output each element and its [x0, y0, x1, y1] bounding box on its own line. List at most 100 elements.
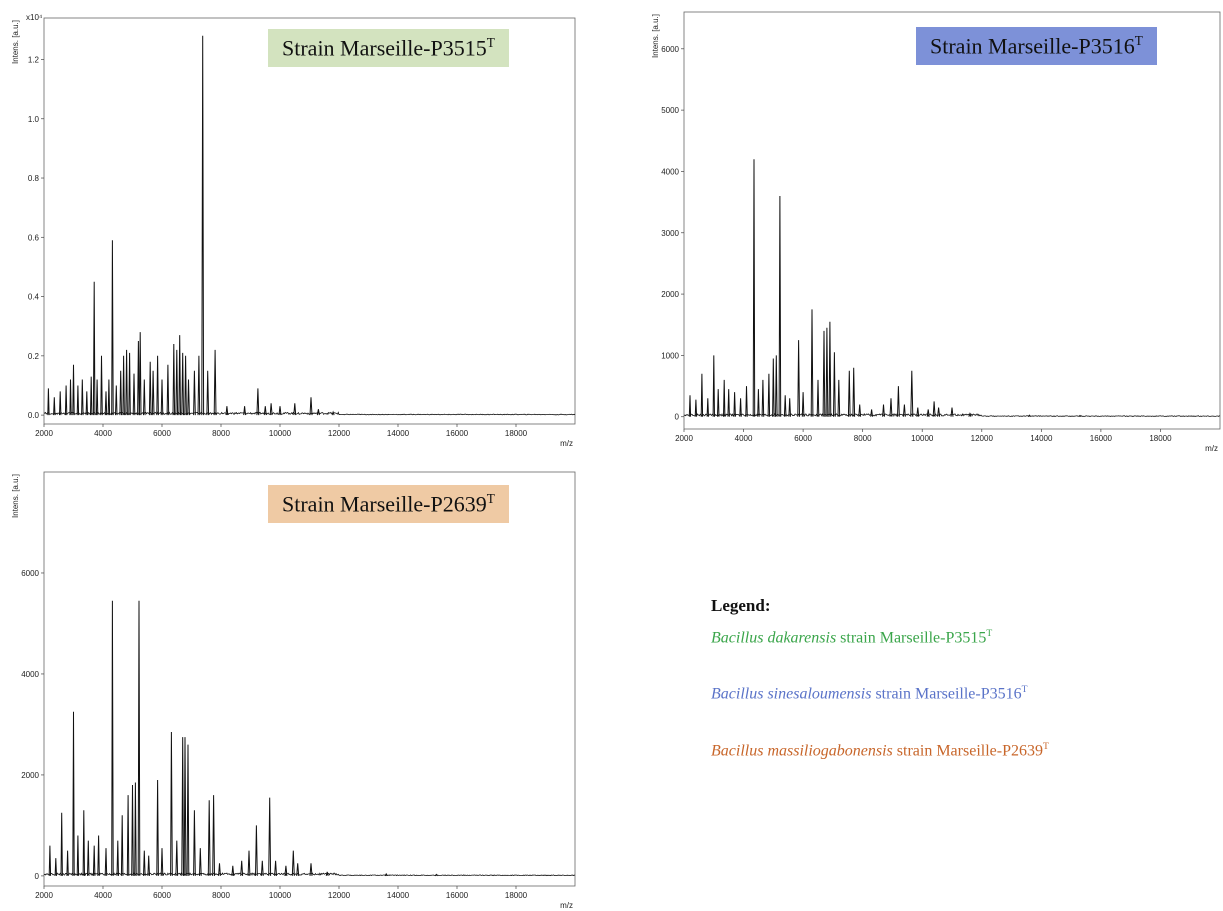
spectrum-peak: [160, 379, 164, 416]
spectrum-peak: [240, 860, 244, 876]
x-tick-label: 14000: [387, 429, 410, 438]
spectrum-peak: [291, 850, 295, 876]
y-axis-label: Intens. [a.u.]: [11, 474, 20, 518]
spectrum-peak: [723, 379, 726, 417]
y-tick-label: 1.0: [28, 115, 40, 124]
strain-label-text: Strain Marseille-P3515: [282, 35, 487, 61]
x-tick-label: 12000: [971, 434, 994, 443]
y-tick-label: 0.8: [28, 174, 40, 183]
spectrum-peak: [825, 327, 829, 417]
spectrum-peak: [910, 370, 914, 417]
spectrum-peak: [107, 379, 111, 416]
x-axis-label: m/z: [560, 439, 573, 448]
spectrum-peak: [90, 376, 93, 416]
y-tick-label: 0: [675, 413, 680, 422]
y-tick-label: 1.2: [28, 55, 40, 64]
spectrum-chart-p3515: 2000 4000 6000 8000 10000 12000 14000 16000 1800…: [11, 13, 576, 448]
spectrum-peak: [331, 410, 335, 416]
spectrum-peak: [53, 397, 56, 416]
spectrum-peak: [783, 395, 787, 417]
strain-label-box-p3515: Strain Marseille-P3515T: [268, 29, 509, 68]
spectrum-peak: [434, 873, 438, 877]
spectrum-baseline: [43, 872, 575, 877]
spectrum-peak: [119, 370, 122, 416]
x-tick-label: 12000: [328, 429, 351, 438]
spectrum-peak: [816, 379, 820, 417]
spectrum-peak: [59, 391, 62, 416]
x-tick-label: 4000: [94, 891, 112, 900]
spectrum-peak: [778, 195, 782, 417]
spectrum-peak: [64, 385, 68, 416]
spectrum-peak: [752, 159, 756, 417]
spectrum-peak: [916, 407, 920, 417]
spectrum-panel-p3515: 2000 4000 6000 8000 10000 12000 14000 16000 1800…: [0, 0, 600, 448]
spectrum-peak: [775, 355, 778, 417]
y-tick-label: 0.4: [28, 293, 40, 302]
spectrum-peak: [193, 810, 196, 876]
spectrum-peak: [160, 848, 164, 876]
spectrum-peak: [183, 737, 187, 876]
spectrum-peak: [104, 848, 108, 876]
spectrum-peak: [95, 379, 99, 416]
y-tick-label: 5000: [661, 106, 679, 115]
spectrum-peak: [156, 355, 159, 416]
spectrum-peak: [60, 812, 63, 876]
spectrum-peak: [72, 364, 75, 416]
spectrum-peak: [897, 386, 900, 417]
x-axis-label: m/z: [1205, 444, 1218, 453]
plot-frame: [43, 471, 576, 887]
x-tick-label: 12000: [328, 891, 351, 900]
y-tick-label: 3000: [661, 229, 679, 238]
spectrum-peak: [309, 397, 313, 416]
spectrum-peak: [82, 810, 85, 876]
spectrum-peak: [717, 389, 720, 417]
spectrum-peak: [100, 355, 103, 416]
legend-item-p3515: Bacillus dakarensis strain Marseille-P35…: [711, 628, 1049, 647]
spectrum-peak: [181, 737, 184, 876]
x-tick-label: 6000: [153, 891, 171, 900]
legend-strain: strain Marseille-P3516: [871, 685, 1022, 703]
spectrum-chart-p3516: 2000 4000 6000 8000 10000 12000 14000 16000 1800…: [651, 11, 1221, 453]
spectrum-peak: [115, 385, 118, 416]
spectrum-peak: [255, 825, 258, 876]
spectrum-peak: [87, 840, 90, 876]
spectrum-peak: [104, 391, 108, 416]
spectrum-peak: [172, 343, 176, 416]
spectrum-peak: [137, 600, 141, 876]
y-tick-label: 0.0: [28, 411, 40, 420]
legend-superscript: T: [986, 628, 993, 639]
x-tick-label: 14000: [387, 891, 410, 900]
spectrum-peak: [170, 731, 173, 876]
spectrum-peak: [739, 398, 742, 417]
legend-strain: strain Marseille-P2639: [892, 741, 1043, 759]
spectrum-peak: [384, 872, 388, 877]
spectrum-peak: [48, 845, 52, 876]
spectrum-peak: [932, 401, 936, 417]
spectrum-peak: [186, 744, 190, 876]
x-tick-label: 18000: [505, 429, 528, 438]
spectrum-peak: [767, 373, 771, 417]
spectrum-baseline: [683, 412, 1220, 417]
spectrum-peak: [69, 379, 72, 416]
spectrum-peak: [706, 398, 709, 417]
x-tick-label: 16000: [446, 891, 469, 900]
strain-label-superscript: T: [1134, 33, 1143, 48]
spectrum-peak: [926, 409, 930, 417]
spectrum-peak: [138, 332, 142, 416]
spectrum-peak: [700, 373, 704, 417]
x-tick-label: 10000: [911, 434, 934, 443]
spectrum-peak: [847, 370, 851, 417]
spectrum-peak: [757, 389, 760, 417]
spectrum-chart-p2639: 2000 4000 6000 8000 10000 12000 14000 16000 1800…: [11, 471, 576, 910]
y-tick-label: 4000: [661, 167, 679, 176]
strain-label-text: Strain Marseille-P3516: [930, 33, 1135, 59]
spectrum-peak: [256, 388, 260, 416]
legend-strain: strain Marseille-P3515: [836, 629, 987, 647]
spectrum-peak: [761, 379, 765, 417]
spectrum-peak: [293, 403, 297, 416]
x-axis-label: m/z: [560, 901, 573, 910]
y-tick-label: 6000: [661, 45, 679, 54]
spectrum-peak: [166, 364, 170, 416]
x-tick-label: 18000: [1149, 434, 1172, 443]
spectrum-peak: [126, 795, 130, 876]
